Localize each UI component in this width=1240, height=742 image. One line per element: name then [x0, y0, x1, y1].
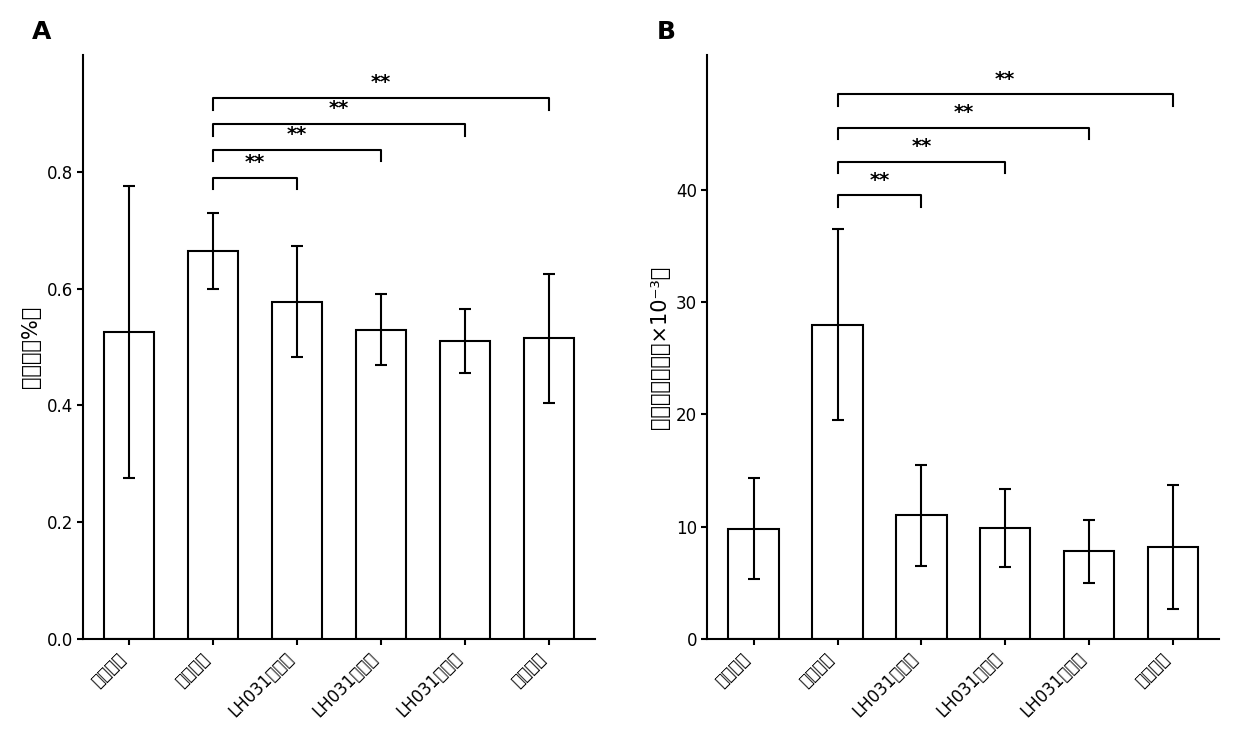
Bar [440, 341, 490, 639]
Bar [1064, 551, 1115, 639]
Text: **: ** [911, 137, 931, 156]
Bar [897, 516, 946, 639]
Text: **: ** [286, 125, 308, 144]
Bar [188, 251, 238, 639]
Text: **: ** [246, 153, 265, 172]
Bar [1148, 547, 1198, 639]
Bar [728, 529, 779, 639]
Text: **: ** [329, 99, 350, 118]
Text: **: ** [371, 73, 391, 93]
Bar [356, 329, 407, 639]
Bar [272, 301, 322, 639]
Text: B: B [656, 20, 676, 44]
Bar [980, 528, 1030, 639]
Text: **: ** [996, 70, 1016, 89]
Bar [104, 332, 155, 639]
Text: **: ** [954, 103, 973, 122]
Y-axis label: 肺通透性指数（×10⁻³）: 肺通透性指数（×10⁻³） [651, 266, 671, 429]
Y-axis label: 肺系数（%）: 肺系数（%） [21, 306, 41, 388]
Text: **: ** [869, 171, 889, 190]
Bar [523, 338, 574, 639]
Text: A: A [32, 20, 51, 44]
Bar [812, 324, 863, 639]
